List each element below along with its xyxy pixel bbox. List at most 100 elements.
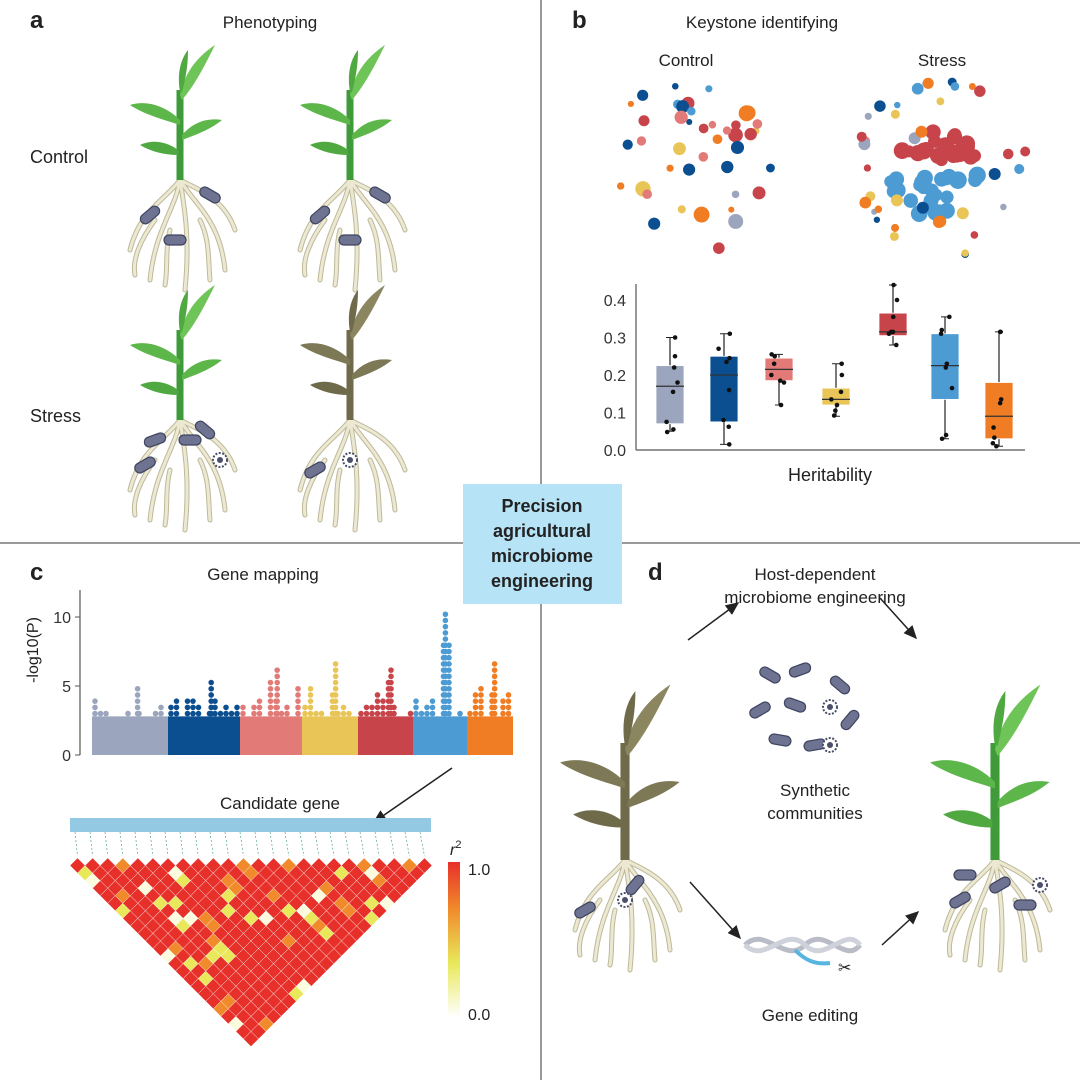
snp-point [332,685,339,692]
snp-point [491,667,498,673]
network-node [616,182,625,190]
data-point [939,436,945,442]
snp-link [119,831,124,857]
snp-point [267,698,274,704]
snp-point [457,710,463,717]
snp-point [363,704,370,711]
arrow-to-candidate [372,767,453,823]
snp-link [164,831,169,857]
snp-point [380,698,386,704]
network-node [932,216,945,229]
snp-point [92,710,98,717]
data-point [781,380,787,385]
heritability-boxplot: 0.0 0.1 0.2 0.3 0.4 [604,282,1025,460]
colorbar-title: r2 [450,839,461,859]
snp-point [374,698,381,704]
snp-link [374,831,380,857]
panel-letter-d: d [648,559,663,586]
snp-point [388,698,394,704]
snp-point [505,704,512,711]
snp-link [344,831,350,857]
panel-letter-a: a [30,7,44,34]
snp-point [134,692,141,698]
network-node [968,173,983,188]
data-point [886,331,892,337]
data-point [949,385,955,391]
data-point [893,342,899,348]
data-point [890,329,896,335]
y-tick-label: 5 [62,679,71,696]
snp-point [500,698,506,704]
snp-point [491,685,498,692]
snp-point [158,704,164,711]
data-point [894,297,900,303]
snp-point [418,710,425,717]
snp-point [500,710,506,717]
y-tick-label: 0 [62,748,71,765]
box [878,312,908,337]
route-top-label-1: Synthetic [780,781,850,800]
data-point [991,425,996,430]
center-label-line: Precision [501,496,582,516]
snp-link [224,831,229,857]
y-tick-label: 0.2 [604,368,626,385]
snp-point [302,710,308,717]
x-axis-label: Heritability [788,465,872,485]
snp-point [184,698,191,704]
snp-point [340,710,347,717]
snp-link [404,831,410,857]
snp-link [209,831,214,857]
snp-point [369,704,375,711]
network-node [728,127,743,143]
snp-point [223,704,229,711]
snp-point [332,661,339,667]
snp-point [267,704,274,711]
plant-control-1 [130,45,235,290]
snp-point [240,710,246,717]
network-node [712,134,723,145]
network-node [677,205,686,214]
network-node [708,120,717,129]
snp-point [478,710,484,717]
snp-point [340,704,347,711]
data-point [769,372,774,378]
arrow [881,910,920,946]
colorbar [448,862,460,1017]
snp-point [472,704,479,711]
data-point [671,365,677,370]
data-point [998,397,1004,402]
snp-point [267,685,274,692]
snp-point [505,698,512,704]
snp-point [424,710,430,717]
data-point [891,282,896,288]
network-node [921,182,935,195]
data-point [938,331,944,337]
snp-point [374,692,381,698]
snp-point [332,692,339,698]
data-point [839,361,844,367]
manhattan-plot: 0 5 10 [53,590,513,765]
network-node [939,138,955,155]
network-node [894,101,901,109]
data-point [947,314,952,320]
network-node [988,167,1001,180]
panel-d: d Host-dependent microbiome engineering … [560,559,1050,1025]
snp-point [505,710,512,717]
snp-point [134,710,141,717]
candidate-gene-label: Candidate gene [220,794,340,813]
network-node [744,127,757,141]
snp-point [413,698,419,704]
snp-point [491,704,498,711]
snp-point [388,667,394,673]
data-point [672,353,678,359]
snp-point [274,704,281,711]
snp-point [407,710,414,717]
snp-point [413,710,419,717]
chromosome-band [302,716,358,755]
network-node [713,242,725,254]
network-node [950,82,960,91]
data-point [994,443,999,449]
plant-engineered [930,685,1050,971]
data-point [716,346,721,352]
